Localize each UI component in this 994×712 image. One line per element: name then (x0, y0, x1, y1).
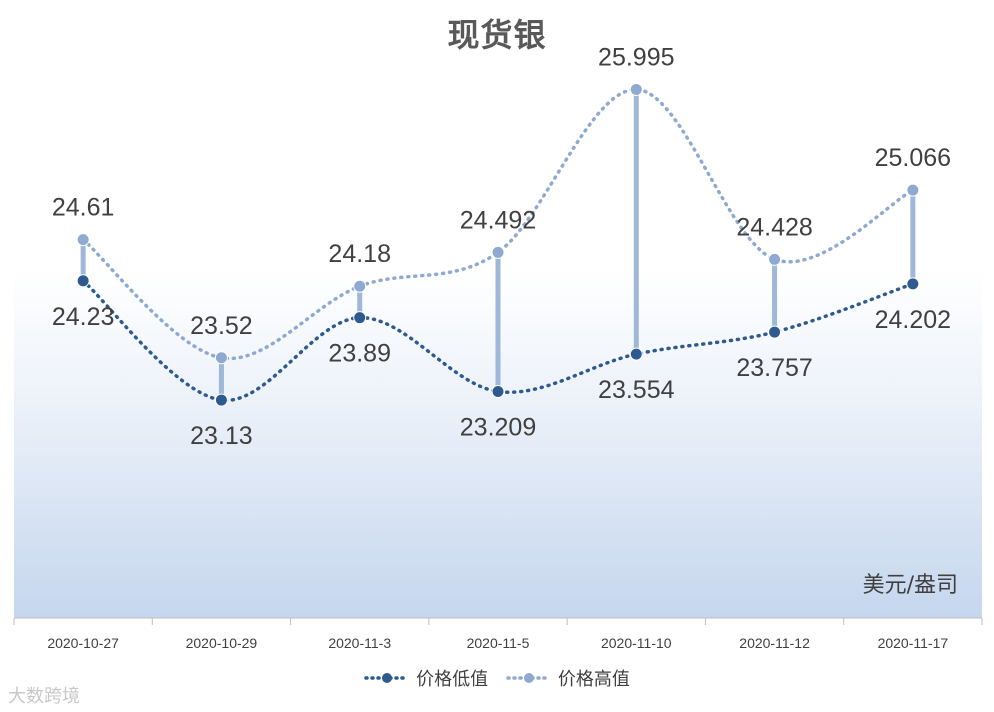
data-point-high (214, 351, 228, 365)
x-tick-label: 2020-10-27 (47, 635, 119, 651)
data-label-low: 23.757 (736, 354, 812, 382)
x-tick-label: 2020-11-17 (878, 635, 949, 651)
data-point-high (768, 252, 782, 266)
data-point-high (353, 279, 367, 293)
data-label-low: 23.13 (190, 422, 253, 450)
data-label-low: 23.554 (598, 376, 675, 404)
data-label-high: 24.18 (328, 240, 391, 268)
data-label-high: 25.066 (875, 144, 951, 172)
data-point-low (214, 393, 228, 407)
chart-title: 现货银 (447, 16, 547, 54)
x-tick-label: 2020-10-29 (186, 635, 258, 651)
data-label-high: 24.492 (460, 206, 536, 234)
data-label-high: 24.61 (52, 194, 115, 222)
data-point-low (906, 277, 920, 291)
data-label-low: 24.202 (875, 306, 951, 334)
legend-item-low: 价格低值 (364, 665, 488, 691)
unit-label: 美元/盎司 (863, 573, 958, 598)
data-label-low: 23.209 (460, 414, 536, 442)
watermark: 大数跨境 (8, 686, 80, 707)
data-label-low: 23.89 (328, 340, 391, 368)
data-point-high (76, 233, 90, 247)
legend-item-high: 价格高值 (506, 665, 630, 691)
legend: 价格低值 价格高值 (0, 665, 994, 691)
data-label-high: 25.995 (598, 43, 674, 71)
data-point-high (906, 183, 920, 197)
data-label-low: 24.23 (52, 303, 115, 331)
x-tick-label: 2020-11-5 (467, 635, 530, 651)
x-tick-label: 2020-11-3 (328, 635, 391, 651)
legend-label-high: 价格高值 (557, 669, 630, 690)
data-label-high: 24.428 (736, 213, 812, 241)
data-point-high (629, 82, 643, 96)
data-point-low (629, 347, 643, 361)
data-point-low (76, 274, 90, 288)
data-point-low (353, 311, 367, 325)
data-label-high: 23.52 (190, 312, 253, 340)
legend-label-low: 价格低值 (416, 669, 489, 690)
data-point-low (768, 325, 782, 339)
legend-swatch-high (506, 673, 552, 683)
x-tick-label: 2020-11-10 (601, 635, 672, 651)
x-tick-label: 2020-11-12 (739, 635, 810, 651)
data-point-high (491, 245, 505, 259)
data-point-low (491, 385, 505, 399)
legend-swatch-low (364, 673, 410, 683)
